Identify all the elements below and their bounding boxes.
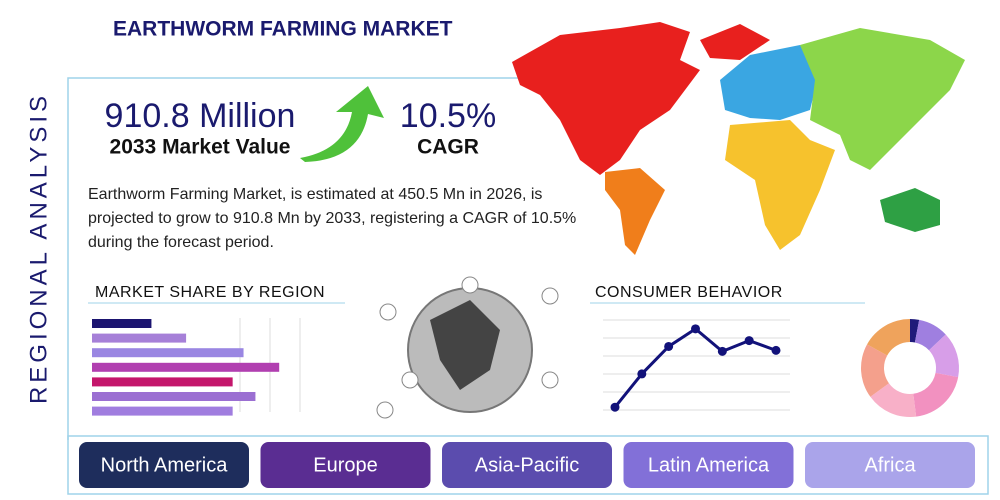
donut-segment (928, 334, 959, 378)
region-label[interactable]: North America (101, 454, 229, 476)
line-grid (603, 319, 790, 411)
frame (67, 77, 490, 440)
region-tabs: North America Europe Asia-Pacific Latin Ame… (79, 442, 975, 488)
globe-network (376, 276, 559, 419)
donut-segment (870, 383, 917, 417)
bar (92, 333, 187, 343)
donut-segment (910, 319, 920, 343)
title: EARTHWORM FARMING MARKET (113, 18, 453, 41)
bar (92, 377, 233, 387)
trend-point (717, 346, 727, 356)
trend-point (610, 402, 620, 412)
stat-label: 2033 Market Value (110, 136, 291, 159)
section-title: MARKET SHARE BY REGION (95, 284, 325, 301)
bar (92, 392, 256, 401)
growth-arrow (300, 86, 384, 162)
trend-point (637, 369, 647, 379)
side-title: REGIONAL ANALYSIS (25, 92, 52, 404)
stat-value: 910.8 Million (105, 97, 296, 135)
bar (92, 406, 233, 416)
trend-point (744, 336, 754, 346)
world-map (512, 22, 965, 255)
section-title: CONSUMER BEHAVIOR (595, 284, 783, 301)
trend-point (664, 341, 674, 351)
region-tab[interactable] (442, 442, 612, 488)
donut-segment (861, 344, 889, 397)
donut-segment (867, 319, 910, 356)
description-box: Earthworm Farming Market, is estimated a… (88, 186, 577, 251)
donut-segment (913, 372, 959, 417)
region-tab[interactable] (79, 442, 249, 488)
bar (92, 362, 280, 372)
region-label[interactable]: Europe (313, 454, 378, 476)
description: Earthworm Farming Market, is estimated a… (88, 186, 577, 251)
region-tab[interactable] (623, 442, 794, 488)
bar (92, 319, 152, 328)
stat-value: 10.5% (400, 97, 496, 135)
frame (67, 435, 989, 495)
trend-point (771, 345, 781, 355)
region-tab[interactable] (260, 442, 431, 488)
bar (92, 348, 244, 358)
donut-segment (914, 319, 946, 351)
region-label[interactable]: Latin America (648, 454, 770, 476)
region-label[interactable]: Africa (864, 454, 916, 476)
region-tab[interactable] (805, 442, 975, 488)
trend-point (691, 324, 700, 334)
stat-label: CAGR (417, 136, 479, 159)
region-label[interactable]: Asia-Pacific (475, 454, 579, 476)
